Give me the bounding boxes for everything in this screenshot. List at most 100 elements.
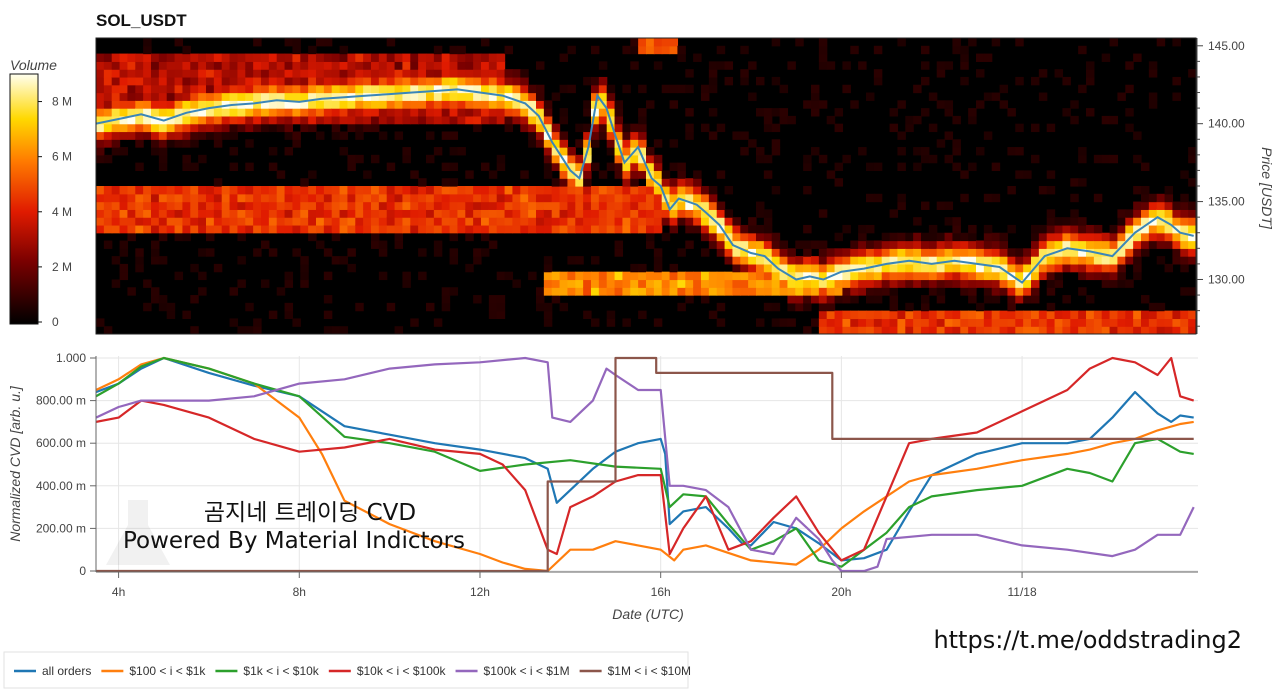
heatmap-cell [166,123,176,133]
heatmap-cell [268,201,278,210]
heatmap-cell [960,256,969,265]
heatmap-cell [182,92,191,101]
heatmap-cell [206,217,215,226]
legend-item[interactable]: $100 < i < $1k [101,664,206,678]
heatmap-cell [253,123,262,133]
legend-item[interactable]: $100k < i < $1M [455,664,570,678]
heatmap-cell [1015,295,1024,304]
heatmap-cell [1093,256,1103,265]
heatmap-cell [111,201,121,210]
heatmap-cell [897,326,906,334]
heatmap-cell [677,248,686,257]
heatmap-cell [488,108,498,117]
heatmap-cell [646,287,655,296]
legend-item[interactable]: $1k < i < $10k [215,664,320,678]
heatmap-cell [543,256,553,265]
heatmap-cell [496,209,506,218]
telegram-link[interactable]: https://t.me/oddstrading2 [933,626,1242,654]
heatmap-cell [316,69,325,78]
heatmap-cell [1164,209,1174,218]
heatmap-cell [1038,326,1048,334]
heatmap-cell [543,154,553,164]
heatmap-cell [111,256,121,265]
heatmap-cell [402,100,411,109]
heatmap-cell [111,209,121,218]
heatmap-cell [1109,154,1119,164]
heatmap-cell [748,217,757,226]
heatmap-cell [591,224,600,234]
heatmap-cell [1031,295,1040,304]
heatmap-cell [1046,279,1056,288]
heatmap-cell [559,279,569,288]
legend-label: $100k < i < $1M [484,664,570,678]
heatmap-cell [591,287,600,296]
heatmap-cell [300,108,309,117]
heatmap-cell [284,92,294,101]
heatmap-cell [284,186,294,195]
heatmap-cell [1101,271,1111,281]
heatmap-cell [716,279,726,288]
heatmap-cell [1125,318,1134,327]
heatmap-cell [944,154,954,164]
heatmap-cell [512,69,521,78]
heatmap-cell [756,224,765,234]
heatmap-cell [708,186,718,195]
heatmap-cell [1101,240,1111,249]
heatmap-cell [182,201,191,210]
heatmap-cell [708,224,718,234]
heatmap-cell [543,115,553,125]
heatmap-cell [1117,224,1126,234]
heatmap-cell [936,295,946,304]
heatmap-cell [685,217,694,226]
heatmap-cell [811,318,820,327]
heatmap-cell [543,302,553,312]
heatmap-cell [143,53,152,62]
heatmap-cell [716,271,726,281]
heatmap-cell [237,232,246,242]
heatmap-cell [858,232,867,242]
heatmap-cell [575,154,584,164]
heatmap-cell [386,217,396,226]
heatmap-cell [496,193,506,203]
heatmap-cell [166,186,176,195]
heatmap-cell [653,61,663,70]
heatmap-cell [198,248,207,257]
heatmap-cell [473,53,482,62]
heatmap-cell [661,217,671,226]
heatmap-cell [213,186,223,195]
heatmap-cell [905,240,914,249]
heatmap-cell [528,224,537,234]
heatmap-cell [1038,224,1048,234]
heatmap-cell [669,38,679,47]
heatmap-cell [151,131,160,140]
legend-item[interactable]: all orders [14,664,91,678]
heatmap-cell [433,92,443,101]
heatmap-cell [826,279,836,288]
heatmap-cell [826,248,836,257]
heatmap-cell [897,100,906,109]
heatmap-cell [426,108,435,117]
heatmap-cell [913,318,922,327]
heatmap-cell [551,287,561,296]
heatmap-cell [355,76,364,86]
heatmap-cell [732,287,741,296]
heatmap-cell [426,92,435,101]
heatmap-cell [1062,256,1071,265]
heatmap-cell [378,193,388,203]
heatmap-cell [818,38,828,47]
heatmap-cell [488,201,498,210]
heatmap-cell [418,69,427,78]
heatmap-cell [158,232,168,242]
heatmap-cell [622,84,631,94]
heatmap-cell [543,318,553,327]
heatmap-cell [1054,248,1064,257]
heatmap-cell [127,186,136,195]
heatmap-cell [96,131,105,140]
legend-item[interactable]: $10k < i < $100k [328,664,447,678]
heatmap-cell [276,201,286,210]
heatmap-cell [771,302,781,312]
legend-item[interactable]: $1M < i < $10M [579,664,691,678]
heatmap-cell [897,240,906,249]
heatmap-cell [292,217,301,226]
heatmap-cell [653,287,663,296]
